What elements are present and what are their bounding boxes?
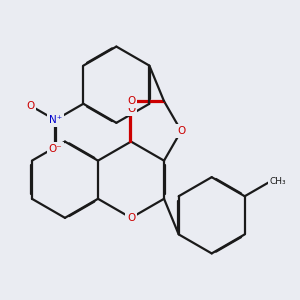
Text: O: O [127, 104, 135, 114]
Text: O: O [177, 126, 185, 136]
Text: O: O [127, 213, 135, 223]
Text: CH₃: CH₃ [269, 177, 286, 186]
Text: N⁺: N⁺ [49, 115, 62, 125]
Text: O⁻: O⁻ [48, 144, 62, 154]
Text: O: O [26, 101, 34, 111]
Text: O: O [128, 96, 136, 106]
